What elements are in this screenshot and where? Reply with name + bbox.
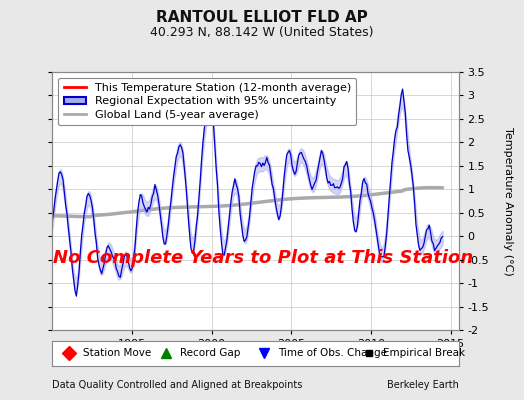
Text: RANTOUL ELLIOT FLD AP: RANTOUL ELLIOT FLD AP [156,10,368,25]
Y-axis label: Temperature Anomaly (°C): Temperature Anomaly (°C) [503,127,513,275]
Text: Empirical Break: Empirical Break [384,348,465,358]
Text: Berkeley Earth: Berkeley Earth [387,380,458,390]
Text: Data Quality Controlled and Aligned at Breakpoints: Data Quality Controlled and Aligned at B… [52,380,303,390]
Text: Time of Obs. Change: Time of Obs. Change [278,348,387,358]
Text: Station Move: Station Move [83,348,151,358]
Legend: This Temperature Station (12-month average), Regional Expectation with 95% uncer: This Temperature Station (12-month avera… [58,78,356,125]
Text: No Complete Years to Plot at This Station: No Complete Years to Plot at This Statio… [53,249,474,267]
Text: 40.293 N, 88.142 W (United States): 40.293 N, 88.142 W (United States) [150,26,374,39]
Text: Record Gap: Record Gap [180,348,241,358]
